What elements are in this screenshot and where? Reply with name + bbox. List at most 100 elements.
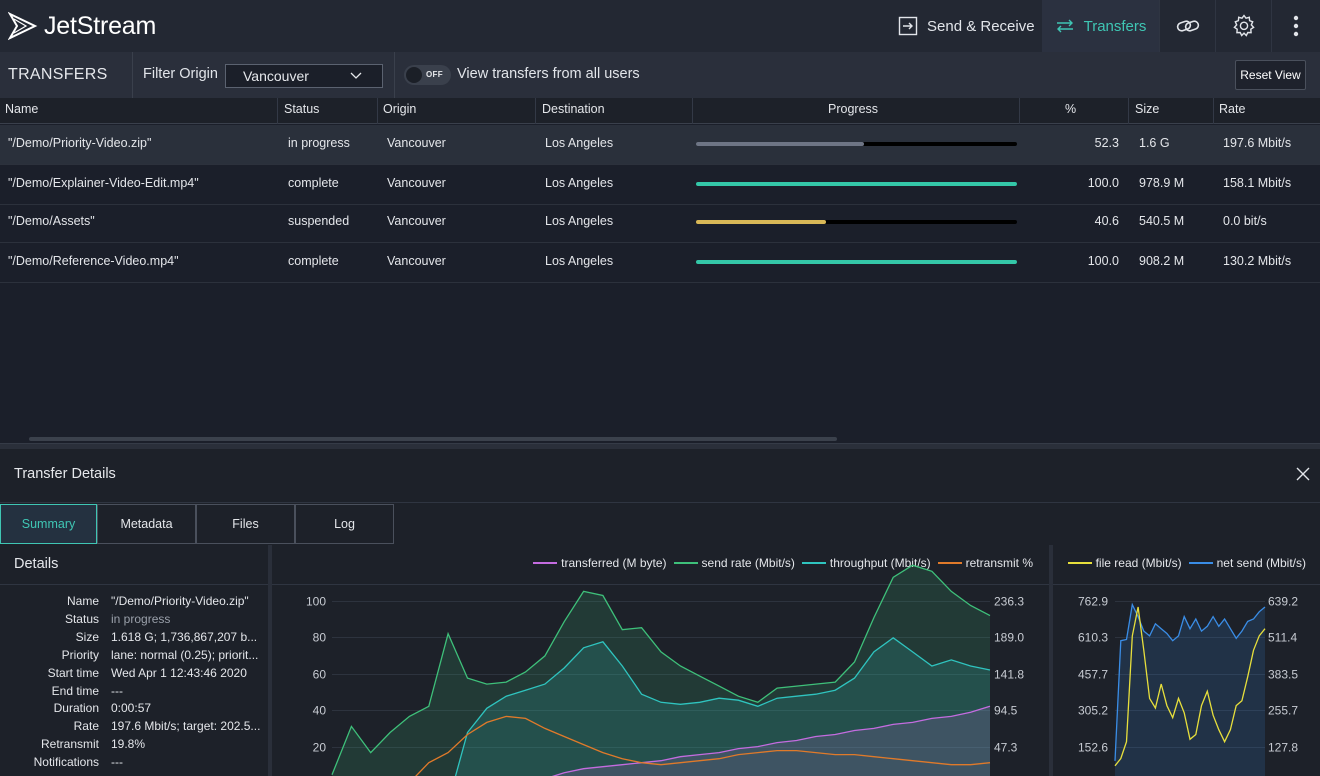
toolbar-divider (394, 52, 395, 98)
y-right-tick-label: 94.5 (994, 704, 1018, 718)
progress-bar (696, 182, 1017, 186)
y-right-tick-label: 511.4 (1268, 631, 1297, 645)
column-header-status[interactable]: Status (284, 102, 320, 116)
detail-value: in progress (111, 612, 171, 626)
legend-label: retransmit % (965, 556, 1033, 570)
legend-swatch (533, 562, 558, 564)
toggle-state-label: OFF (426, 70, 443, 79)
legend-swatch (937, 562, 962, 564)
legend-item-file-read[interactable]: file read (Mbit/s) (1067, 556, 1182, 570)
column-header-name[interactable]: Name (5, 102, 39, 116)
detail-value: Wed Apr 1 12:43:46 2020 (111, 666, 247, 680)
cell-status: suspended (288, 214, 350, 228)
cell-name: "/Demo/Explainer-Video-Edit.mp4" (8, 176, 199, 190)
progress-bar-fill (696, 260, 1017, 264)
chart-legend: file read (Mbit/s) net send (Mbit/s) (1061, 556, 1306, 570)
progress-bar-fill (696, 142, 864, 146)
tab-files[interactable]: Files (196, 504, 295, 544)
legend-item-throughput[interactable]: throughput (Mbit/s) (801, 556, 931, 570)
close-icon[interactable] (1295, 466, 1311, 482)
legend-item-send-rate[interactable]: send rate (Mbit/s) (673, 556, 795, 570)
filter-origin-label: Filter Origin (143, 66, 218, 82)
settings-button[interactable] (1215, 0, 1271, 52)
cell-rate: 130.2 Mbit/s (1223, 254, 1292, 268)
column-header-percent[interactable]: % (1065, 102, 1077, 116)
more-menu-button[interactable] (1271, 0, 1320, 52)
detail-value: --- (111, 755, 123, 769)
table-row[interactable]: "/Demo/Explainer-Video-Edit.mp4" complet… (0, 165, 1320, 205)
all-users-toggle[interactable]: OFF (404, 65, 451, 85)
divider (272, 584, 1049, 585)
link-icon (1176, 20, 1199, 32)
cell-origin: Vancouver (387, 176, 446, 190)
toolbar-divider (132, 52, 133, 98)
cell-rate: 158.1 Mbit/s (1223, 176, 1292, 190)
column-divider (277, 98, 278, 124)
legend-label: transferred (M byte) (561, 556, 667, 570)
tab-log[interactable]: Log (295, 504, 394, 544)
legend-label: throughput (Mbit/s) (829, 556, 931, 570)
legend-swatch (801, 562, 826, 564)
detail-value: --- (111, 684, 123, 698)
io-chart-panel: file read (Mbit/s) net send (Mbit/s) 762… (1053, 545, 1320, 776)
column-divider (377, 98, 378, 124)
y-left-tick-label: 305.2 (1078, 704, 1108, 718)
column-header-origin[interactable]: Origin (383, 102, 417, 116)
progress-bar (696, 260, 1017, 264)
cell-percent: 100.0 (1087, 176, 1119, 190)
panel-divider (1049, 545, 1053, 776)
detail-key: Rate (73, 719, 99, 733)
io-line-chart: 762.9 639.2 610.3 511.4 457.7 383.5 305.2 255.7… (1078, 595, 1298, 776)
links-button[interactable] (1159, 0, 1215, 52)
series-line-0 (331, 564, 991, 776)
table-row[interactable]: "/Demo/Assets" suspended Vancouver Los A… (0, 205, 1320, 243)
reset-view-button[interactable]: Reset View (1235, 60, 1306, 90)
cell-destination: Los Angeles (545, 214, 614, 228)
detail-key: Retransmit (40, 737, 99, 751)
filter-origin-value: Vancouver (243, 68, 309, 84)
detail-key: Start time (47, 666, 99, 680)
progress-bar-fill (696, 220, 827, 224)
panel-resize-handle[interactable] (0, 443, 1320, 449)
column-header-size[interactable]: Size (1135, 102, 1160, 116)
table-row[interactable]: "/Demo/Priority-Video.zip" in progress V… (0, 125, 1320, 165)
app-logo[interactable]: JetStream (8, 11, 156, 41)
gear-icon (1232, 14, 1255, 37)
y-left-tick-label: 40 (313, 704, 327, 718)
y-left-tick-label: 100 (306, 595, 326, 609)
legend-item-retransmit[interactable]: retransmit % (937, 556, 1033, 570)
y-right-tick-label: 47.3 (994, 741, 1018, 755)
cell-percent: 100.0 (1087, 254, 1119, 268)
column-header-rate[interactable]: Rate (1219, 102, 1246, 116)
column-divider (1019, 98, 1020, 124)
series-line-2 (551, 705, 991, 776)
legend-item-net-send[interactable]: net send (Mbit/s) (1188, 556, 1306, 570)
column-header-destination[interactable]: Destination (542, 102, 605, 116)
detail-value: 197.6 Mbit/s; target: 202.5... (111, 719, 261, 733)
table-row[interactable]: "/Demo/Reference-Video.mp4" complete Van… (0, 243, 1320, 283)
transfer-details-title: Transfer Details (14, 466, 116, 482)
detail-key: Name (66, 594, 99, 608)
tab-metadata[interactable]: Metadata (97, 504, 196, 544)
series-area-0 (1115, 604, 1265, 776)
cell-name: "/Demo/Assets" (8, 214, 95, 228)
detail-value: lane: normal (0.25); priorit... (111, 648, 259, 662)
detail-key: Duration (53, 701, 99, 715)
nav-transfers[interactable]: Transfers (1042, 0, 1159, 52)
column-header-progress[interactable]: Progress (828, 102, 879, 116)
horizontal-scrollbar[interactable] (29, 437, 837, 441)
legend-item-transferred[interactable]: transferred (M byte) (533, 556, 667, 570)
cell-destination: Los Angeles (545, 176, 614, 190)
divider (0, 584, 268, 585)
nav-send-receive[interactable]: Send & Receive (898, 0, 1035, 52)
divider (1053, 584, 1320, 585)
transfers-table-header: Name Status Origin Destination Progress … (0, 98, 1320, 124)
top-bar: JetStream Send & Receive Transfers (0, 0, 1320, 52)
jetstream-logo-icon (8, 11, 38, 41)
legend-swatch (673, 562, 698, 564)
detail-key: Notifications (33, 755, 99, 769)
y-right-tick-label: 639.2 (1268, 595, 1298, 609)
cell-status: in progress (288, 136, 350, 150)
tab-summary[interactable]: Summary (0, 504, 97, 544)
filter-origin-select[interactable]: Vancouver (225, 64, 383, 88)
